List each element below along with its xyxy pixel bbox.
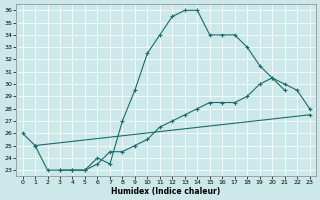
X-axis label: Humidex (Indice chaleur): Humidex (Indice chaleur): [111, 187, 221, 196]
